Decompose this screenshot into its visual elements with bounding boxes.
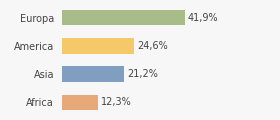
Bar xyxy=(62,95,98,110)
Bar xyxy=(62,10,185,25)
Bar xyxy=(62,66,124,82)
Text: 21,2%: 21,2% xyxy=(127,69,158,79)
Text: 41,9%: 41,9% xyxy=(188,13,218,23)
Text: 12,3%: 12,3% xyxy=(101,97,131,107)
Text: 24,6%: 24,6% xyxy=(137,41,168,51)
Bar xyxy=(62,38,134,54)
